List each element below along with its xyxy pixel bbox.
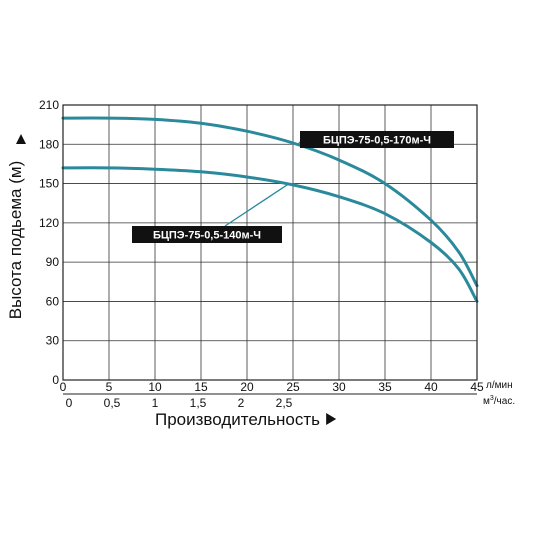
- x2-tick-label: 2,5: [276, 396, 293, 410]
- x2-tick-label: 0: [66, 396, 73, 410]
- x-unit-secondary: м3/час.: [483, 395, 515, 407]
- y-tick-label: 30: [46, 334, 60, 348]
- x-tick-label: 30: [332, 380, 346, 394]
- x2-tick-label: 0,5: [104, 396, 121, 410]
- x-axis-title: Производительность: [155, 410, 320, 429]
- series-label-1: БЦПЭ-75-0,5-170м-Ч: [323, 135, 431, 147]
- x-tick-labels: 0 5 10 15 20 25 30 35 40 45: [60, 380, 484, 394]
- callouts: БЦПЭ-75-0,5-170м-Ч БЦПЭ-75-0,5-140м-Ч: [132, 131, 454, 243]
- x-tick-label: 40: [424, 380, 438, 394]
- y-axis-title: Высота подьема (м): [6, 161, 25, 320]
- x-axis-arrow-icon: [326, 413, 337, 425]
- y-tick-label: 60: [46, 294, 60, 308]
- x2-tick-label: 1,5: [190, 396, 207, 410]
- series-label-2: БЦПЭ-75-0,5-140м-Ч: [153, 230, 261, 242]
- y-tick-label: 0: [52, 373, 59, 387]
- x-tick-label: 15: [194, 380, 208, 394]
- series-line-1: [61, 116, 479, 288]
- x-tick-label: 5: [106, 380, 113, 394]
- y-axis-arrow-icon: [16, 134, 26, 144]
- x-tick-label: 10: [148, 380, 162, 394]
- curves: [61, 116, 479, 303]
- x-tick-label: 0: [60, 380, 67, 394]
- series-line-2: [61, 166, 479, 303]
- callout-leader-2: [224, 183, 289, 227]
- x-tick-label: 20: [240, 380, 254, 394]
- y-tick-label: 120: [39, 216, 59, 230]
- callout-box-2: [132, 226, 282, 243]
- y-tick-label: 210: [39, 98, 59, 112]
- x-tick-label: 35: [378, 380, 392, 394]
- plot-frame: [62, 104, 478, 381]
- y-tick-label: 150: [39, 177, 59, 191]
- y-tick-labels: 0 30 60 90 120 150 180 210: [39, 98, 59, 387]
- x-tick-label: 25: [286, 380, 300, 394]
- x-unit-primary: л/мин: [486, 380, 513, 391]
- y-tick-label: 90: [46, 255, 60, 269]
- y-tick-label: 180: [39, 137, 59, 151]
- x-tick-label: 45: [470, 380, 484, 394]
- x2-tick-label: 2: [238, 396, 245, 410]
- x2-tick-label: 1: [152, 396, 159, 410]
- x2-tick-labels: 0 0,5 1 1,5 2 2,5: [66, 396, 293, 410]
- callout-box-1: [300, 131, 454, 148]
